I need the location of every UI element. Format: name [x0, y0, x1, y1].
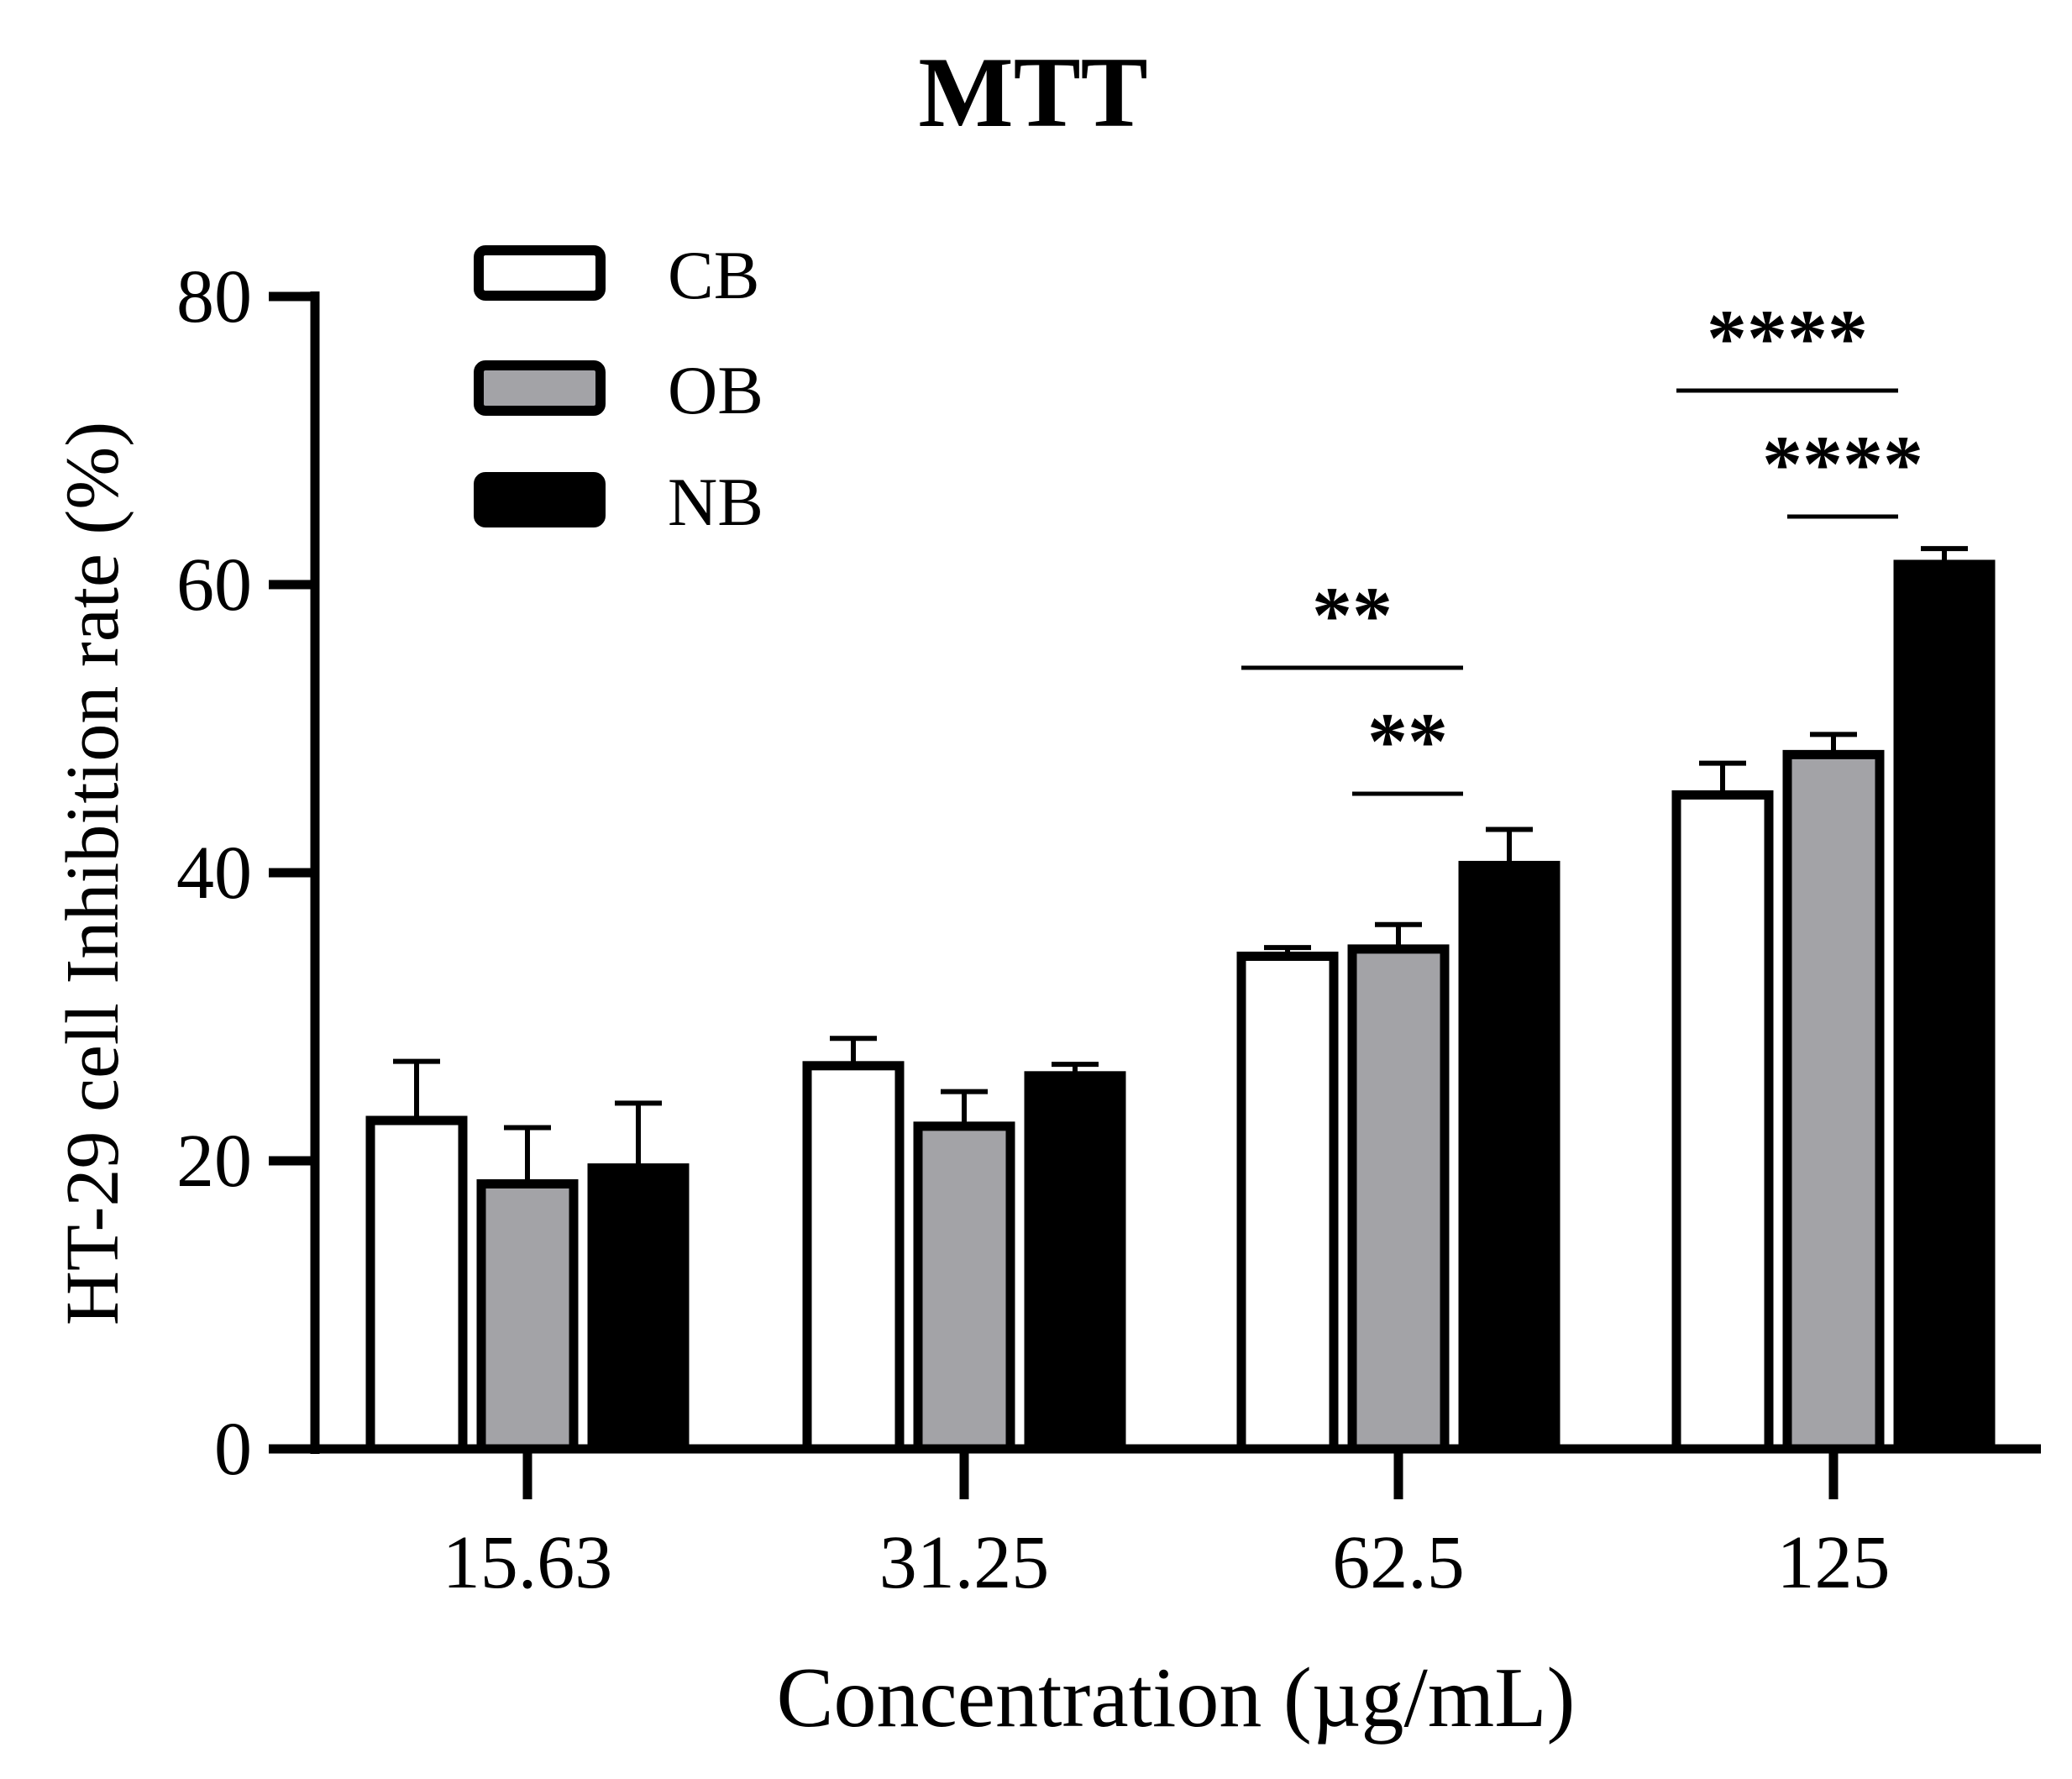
- bar-NB: [1893, 559, 1996, 1454]
- legend: CB OB NB: [474, 237, 763, 540]
- x-axis-label: Concentration (µg/mL): [776, 1650, 1575, 1745]
- legend-label: CB: [668, 237, 759, 313]
- significance-label: ****: [1762, 419, 1923, 509]
- y-tick-label: 40: [176, 832, 252, 915]
- x-tick-label: 15.63: [443, 1521, 613, 1604]
- bar-NB: [1458, 860, 1561, 1454]
- significance-label: **: [1312, 570, 1393, 660]
- y-tick-label: 20: [176, 1120, 252, 1203]
- bar-NB: [587, 1163, 690, 1454]
- bar-CB: [365, 1115, 468, 1454]
- y-tick-label: 0: [214, 1408, 252, 1491]
- significance-label: **: [1367, 696, 1448, 786]
- y-tick-label: 60: [176, 543, 252, 627]
- chart-title: MTT: [918, 36, 1147, 148]
- bar-OB: [1347, 944, 1450, 1454]
- y-axis-label: HT-29 cell Inhibition rate (%): [51, 422, 134, 1325]
- x-tick-label: 31.25: [879, 1521, 1050, 1604]
- y-tick-label: 80: [176, 255, 252, 338]
- bar-CB: [802, 1061, 905, 1454]
- bar-CB: [1236, 951, 1339, 1454]
- legend-swatch-NB: [474, 472, 606, 527]
- legend-label: NB: [668, 464, 763, 540]
- bar-NB: [1024, 1071, 1126, 1454]
- significance-label: ****: [1707, 293, 1868, 383]
- bar-CB: [1671, 790, 1774, 1454]
- legend-swatch-OB: [474, 360, 606, 416]
- x-tick-label: 125: [1777, 1521, 1891, 1604]
- bar-OB: [913, 1121, 1015, 1454]
- legend-label: OB: [668, 352, 763, 428]
- bar-OB: [476, 1178, 579, 1454]
- bar-OB: [1782, 749, 1885, 1454]
- legend-swatch-CB: [474, 245, 606, 301]
- x-tick-label: 62.5: [1332, 1521, 1465, 1604]
